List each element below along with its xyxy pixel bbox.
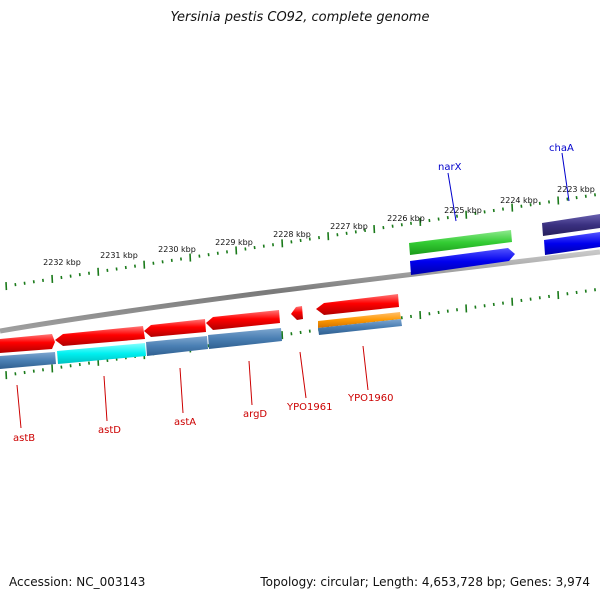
gene-argD[interactable] <box>206 310 280 330</box>
tick-label: 2230 kbp <box>158 245 196 254</box>
tick-label: 2229 kbp <box>215 238 253 247</box>
accession-text: Accession: NC_003143 <box>9 575 146 589</box>
tick-label: 2231 kbp <box>100 251 138 260</box>
outer-tick-ring <box>5 193 596 291</box>
label-YPO1961[interactable]: YPO1961 <box>286 402 332 413</box>
tick-label: 2224 kbp <box>500 196 538 205</box>
label-argD[interactable]: argD <box>243 409 267 420</box>
label-leaders <box>16 152 570 429</box>
gene-chaA[interactable] <box>542 214 600 236</box>
gene-YPO1960-feature <box>318 312 401 328</box>
gene-argD-feature <box>208 328 282 349</box>
gene-astB[interactable] <box>0 334 55 353</box>
gene-labels: astB astD astA argD YPO1961 YPO1960 narX… <box>13 143 574 444</box>
tick-labels: 2232 kbp 2231 kbp 2230 kbp 2229 kbp 2228 kbp… <box>43 185 595 267</box>
tick-label: 2225 kbp <box>444 206 482 215</box>
gene-YPO1960-feature-2 <box>318 319 402 335</box>
gene-astD-feature <box>57 343 146 364</box>
label-YPO1960[interactable]: YPO1960 <box>347 393 393 404</box>
gene-astB-feature <box>0 352 56 369</box>
label-narX[interactable]: narX <box>438 162 462 173</box>
tick-label: 2227 kbp <box>330 222 368 231</box>
tick-label: 2226 kbp <box>387 214 425 223</box>
forward-strand-genes <box>409 214 600 275</box>
tick-label: 2223 kbp <box>557 185 595 194</box>
gene-chaA-feature <box>544 232 600 255</box>
gene-YPO1961[interactable] <box>291 306 303 320</box>
map-title: Yersinia pestis CO92, complete genome <box>170 10 430 25</box>
gene-narX-feature <box>410 248 515 275</box>
genome-summary-text: Topology: circular; Length: 4,653,728 bp… <box>260 575 590 589</box>
genome-backbone <box>0 249 600 334</box>
label-astA[interactable]: astA <box>174 417 196 428</box>
label-astD[interactable]: astD <box>98 425 121 436</box>
reverse-strand-genes <box>0 294 402 369</box>
label-chaA[interactable]: chaA <box>549 143 574 154</box>
gene-astD[interactable] <box>55 326 145 346</box>
gene-narX[interactable] <box>409 230 512 255</box>
tick-label: 2232 kbp <box>43 258 81 267</box>
gene-astA-feature <box>146 336 208 356</box>
label-astB[interactable]: astB <box>13 433 35 444</box>
gene-YPO1960[interactable] <box>316 294 399 315</box>
gene-astA[interactable] <box>144 319 206 337</box>
tick-label: 2228 kbp <box>273 230 311 239</box>
